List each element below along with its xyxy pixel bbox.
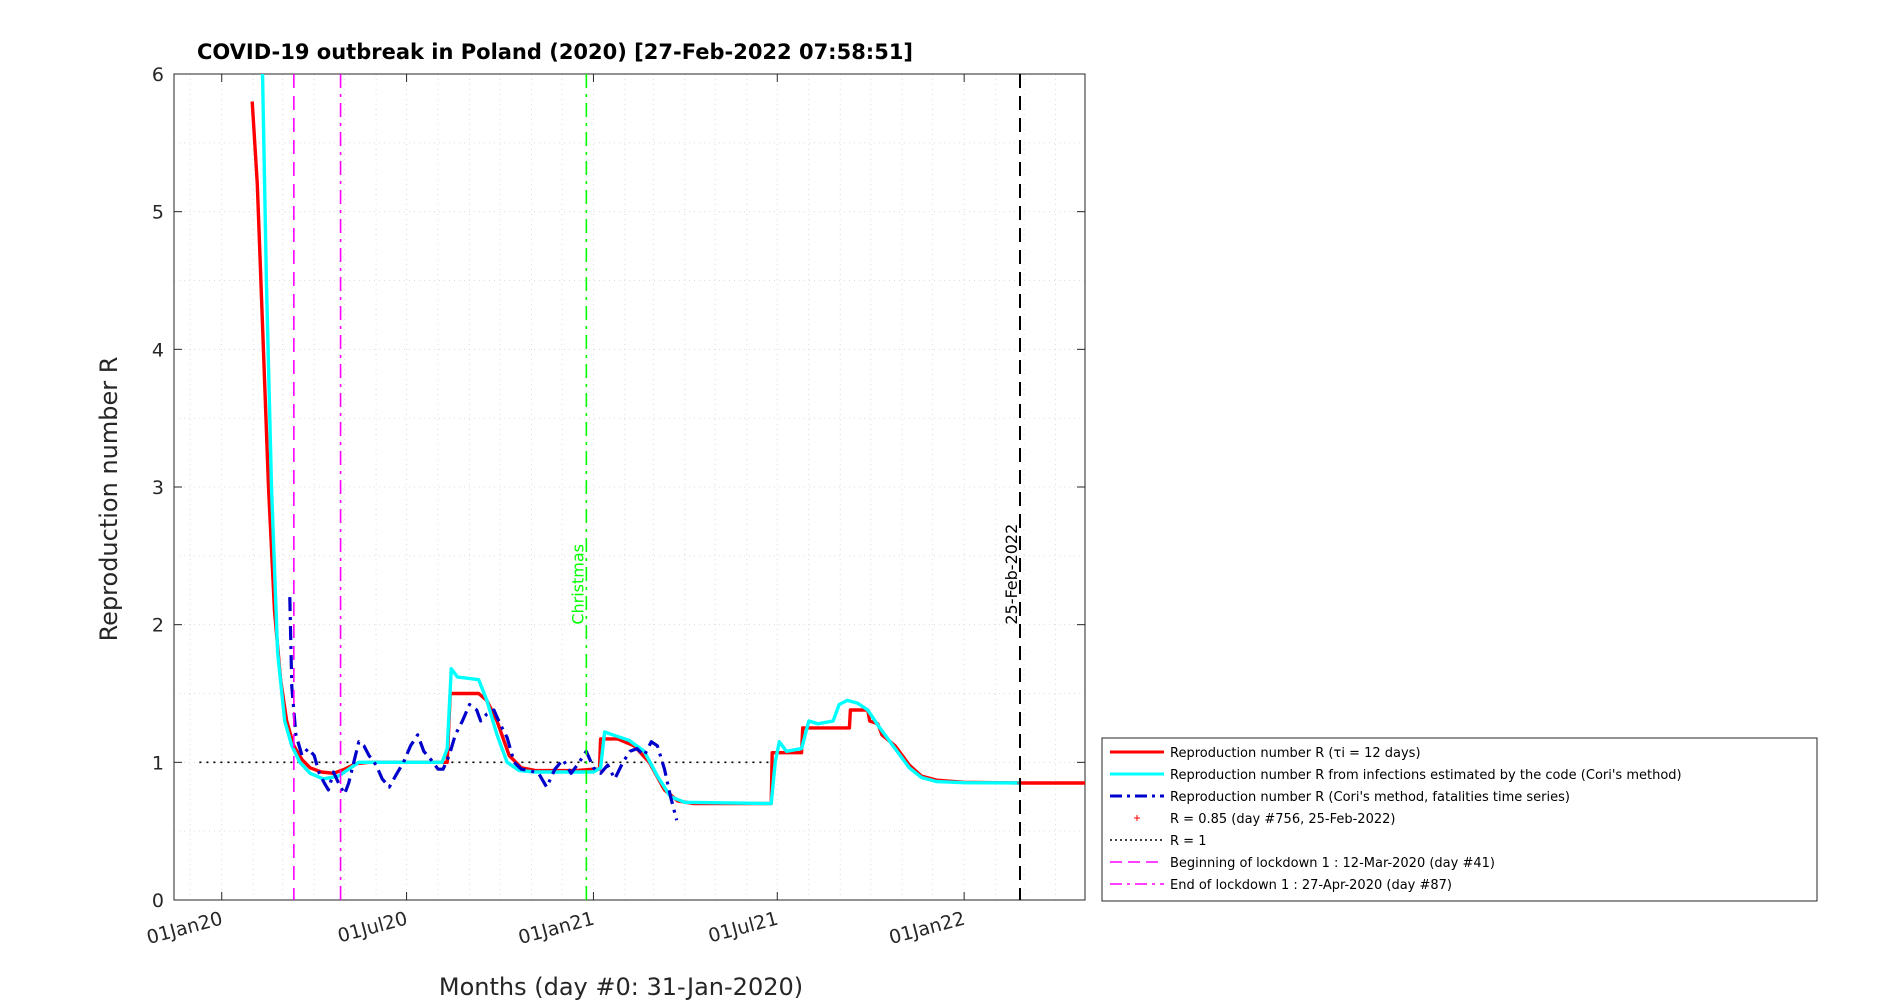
y-tick-label: 1 xyxy=(152,752,164,774)
chart-title: COVID-19 outbreak in Poland (2020) [27-F… xyxy=(197,40,913,64)
y-tick-label: 3 xyxy=(152,477,164,499)
legend-label: R = 1 xyxy=(1170,834,1206,849)
x-tick-label: 01Jul21 xyxy=(706,908,781,948)
x-tick-label: 01Jan20 xyxy=(144,908,225,949)
y-tick-label: 2 xyxy=(152,615,164,637)
x-tick-label: 01Jan21 xyxy=(516,908,597,949)
vertical-line-label: 25-Feb-2022 xyxy=(1002,524,1021,625)
plot-area: 0 1 2 3 4 5 6 01Jan20 01Jul20 01Jan21 01Jul21 01Jan… xyxy=(144,64,1086,949)
legend-label: Beginning of lockdown 1 : 12-Mar-2020 (d… xyxy=(1170,856,1495,871)
y-tick-label: 6 xyxy=(152,64,164,86)
legend-label: Reproduction number R (Cori's method, fa… xyxy=(1170,790,1570,805)
y-tick-label: 5 xyxy=(152,202,164,224)
vertical-line-label: Christmas xyxy=(568,544,587,625)
y-tick-label: 0 xyxy=(152,890,164,912)
legend-label: Reproduction number R from infections es… xyxy=(1170,768,1682,783)
legend-box xyxy=(1101,737,1818,902)
x-axis-label: Months (day #0: 31-Jan-2020) xyxy=(439,973,803,1000)
x-tick-label: 01Jan22 xyxy=(887,908,968,949)
data-layer xyxy=(199,74,1085,821)
series-line xyxy=(288,597,679,821)
legend-label: Reproduction number R (τi = 12 days) xyxy=(1170,746,1421,761)
x-tick-label: 01Jul20 xyxy=(335,908,410,948)
series-line xyxy=(260,74,1021,806)
legend-label: End of lockdown 1 : 27-Apr-2020 (day #87… xyxy=(1170,878,1452,893)
y-axis-label: Reproduction number R xyxy=(95,357,123,642)
legend: Reproduction number R (τi = 12 days) Repr… xyxy=(1101,737,1818,902)
legend-label: R = 0.85 (day #756, 25-Feb-2022) xyxy=(1170,812,1395,827)
y-tick-label: 4 xyxy=(152,339,164,361)
